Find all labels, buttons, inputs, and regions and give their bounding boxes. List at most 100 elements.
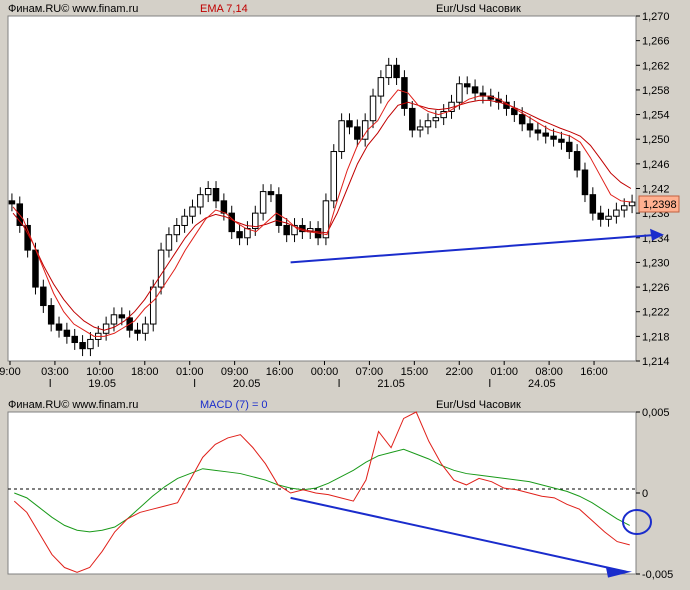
price-x-tick-label: 08:00 <box>535 366 563 378</box>
ema-slow-line <box>12 99 632 331</box>
macd-y-ticks: 0,005 0 -0,005 <box>636 407 673 581</box>
candle-body <box>424 120 432 128</box>
price-y-ticks: 1,270 1,266 1,262 1,258 1,254 1,250 1,246 1,242… <box>636 11 670 368</box>
last-price-box <box>638 195 680 213</box>
candle-body <box>142 323 149 334</box>
price-y-tick-label: 1,258 <box>642 85 670 97</box>
macd-line <box>13 411 630 573</box>
macd-y-tick-label: 0 <box>642 488 648 500</box>
candle-body <box>40 286 47 307</box>
date-label: 20.05 <box>233 378 261 390</box>
price-y-tick-label: 1,242 <box>642 184 670 196</box>
macd-source-label: Финам.RU© www.finam.ru <box>8 399 138 411</box>
macd-y-tick-label: 0,005 <box>642 407 670 419</box>
price-x-ticks: 9:00 03:00 10:00 18:00 01:00 09:00 16:00 00:00 0… <box>0 361 608 378</box>
candle-body <box>181 215 188 226</box>
candle-body <box>283 224 290 236</box>
last-price-label: 1,2398 <box>643 199 677 211</box>
price-x-tick-label: 01:00 <box>490 366 518 378</box>
highlight-circle <box>622 509 652 535</box>
candle-body <box>212 188 220 202</box>
candle-body <box>369 95 377 122</box>
macd-indicator-label: MACD (7) = 0 <box>200 399 268 411</box>
candle-body <box>204 188 212 196</box>
macd-trend-arrow <box>606 567 632 578</box>
price-plot-area <box>7 15 637 362</box>
candle-body <box>581 169 589 196</box>
candle-body <box>228 212 235 233</box>
candle-body <box>55 323 63 331</box>
price-instrument-label: Eur/Usd Часовик <box>436 3 521 15</box>
candle-body <box>322 200 330 239</box>
price-y-tick-label: 1,214 <box>642 356 670 368</box>
price-x-tick-label: 07:00 <box>356 366 384 378</box>
candle-body <box>259 191 267 214</box>
price-x-tick-label: 15:00 <box>401 366 429 378</box>
price-y-tick-label: 1,218 <box>642 331 670 343</box>
candle-body <box>189 206 196 217</box>
candle-body <box>275 194 283 226</box>
price-y-tick-label: 1,230 <box>642 257 670 269</box>
price-y-tick-label: 1,254 <box>642 110 670 122</box>
macd-instrument-label: Eur/Usd Часовик <box>436 399 521 411</box>
candle-body <box>573 151 581 171</box>
candle-body <box>8 200 16 205</box>
candle-body <box>47 305 55 325</box>
price-y-tick-label: 1,266 <box>642 36 670 48</box>
price-source-label: Финам.RU© www.finam.ru <box>8 3 138 15</box>
price-y-tick-label: 1,270 <box>642 11 670 23</box>
candle-body <box>471 86 479 94</box>
date-label: 21.05 <box>377 378 405 390</box>
price-y-tick-label: 1,226 <box>642 282 670 294</box>
price-trend-arrow <box>650 228 664 241</box>
price-x-tick-label: 9:00 <box>0 366 21 378</box>
candle-body <box>566 141 573 153</box>
price-y-tick-label: 1,262 <box>642 60 670 72</box>
candle-body <box>267 191 275 196</box>
macd-y-tick-label: -0,005 <box>642 569 673 581</box>
price-y-tick-label: 1,246 <box>642 159 670 171</box>
price-x-tick-label: 09:00 <box>221 366 249 378</box>
candle-body <box>32 249 39 288</box>
price-x-tick-label: 03:00 <box>41 366 69 378</box>
candle-body <box>149 286 157 325</box>
candle-body <box>197 194 204 208</box>
candle-body <box>236 231 243 239</box>
candle-body <box>589 194 597 214</box>
candle-body <box>354 126 361 140</box>
price-x-tick-label: 01:00 <box>176 366 204 378</box>
candle-body <box>157 249 165 288</box>
candle-body <box>377 77 385 97</box>
candle-body <box>87 338 94 350</box>
price-trend-line <box>290 233 659 264</box>
signal-line <box>14 448 630 533</box>
candle-body <box>330 151 338 202</box>
candle-body <box>71 335 78 344</box>
candle-body <box>597 212 604 220</box>
ema-fast-line <box>12 89 631 337</box>
macd-plot-area <box>7 411 637 575</box>
date-label: 19.05 <box>88 378 116 390</box>
macd-trend-line <box>290 496 627 573</box>
candle-body <box>456 83 463 103</box>
candle-body <box>558 138 565 143</box>
date-label: 24.05 <box>528 378 556 390</box>
candle-body <box>291 224 298 236</box>
candle-body <box>134 329 141 334</box>
candle-body <box>79 342 86 350</box>
candle-body <box>63 329 71 337</box>
candle-body <box>409 107 416 131</box>
candle-body <box>385 64 392 79</box>
candle-body <box>605 215 612 220</box>
price-y-tick-label: 1,250 <box>642 134 670 146</box>
candle-body <box>165 234 173 251</box>
price-x-tick-label: 16:00 <box>266 366 294 378</box>
candle-body <box>518 114 526 125</box>
candle-body <box>346 120 353 128</box>
candle-body <box>173 224 181 236</box>
candle-body <box>252 212 259 230</box>
candle-body <box>118 314 126 319</box>
candle-body <box>220 200 228 214</box>
price-x-tick-label: 18:00 <box>131 366 159 378</box>
